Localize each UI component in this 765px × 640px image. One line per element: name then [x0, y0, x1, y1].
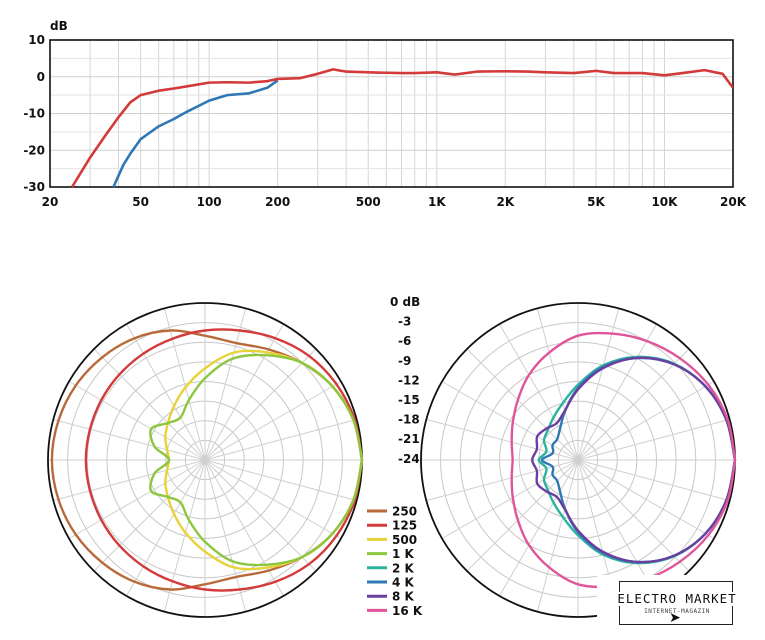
- polar-spoke: [204, 418, 357, 461]
- polar-spoke: [536, 459, 579, 612]
- polar-spoke: [466, 348, 579, 461]
- db-scale-label: 0 dB: [390, 295, 420, 309]
- polar-spoke: [577, 459, 715, 539]
- db-scale-label: -15: [398, 393, 420, 407]
- polar-spoke: [577, 459, 657, 597]
- legend-label: 125: [392, 519, 417, 533]
- x-tick-label: 1K: [428, 195, 446, 209]
- legend-label: 16 K: [392, 604, 423, 618]
- polar-spoke: [536, 308, 579, 461]
- x-tick-label: 20: [42, 195, 59, 209]
- y-tick-label: 10: [28, 33, 45, 47]
- y-tick-label: 0: [37, 70, 45, 84]
- polar-spoke: [204, 459, 247, 612]
- db-scale-label: -6: [398, 334, 411, 348]
- polar-spoke: [577, 418, 730, 461]
- polar-spoke: [577, 323, 657, 461]
- y-tick-label: -20: [23, 143, 45, 157]
- polar-spoke: [577, 459, 690, 572]
- legend-label: 500: [392, 533, 417, 547]
- polar-spoke: [53, 418, 206, 461]
- polar-spoke: [204, 459, 342, 539]
- polar-spoke: [466, 459, 579, 572]
- legend-label: 8 K: [392, 590, 415, 604]
- legend-label: 4 K: [392, 576, 415, 590]
- polar-spoke: [126, 323, 206, 461]
- polar-spoke: [204, 348, 317, 461]
- polar-chart-high: [420, 302, 737, 618]
- x-tick-label: 500: [356, 195, 381, 209]
- db-scale-label: -24: [398, 452, 420, 466]
- logo-tagline: INTERNET-MAGAZIN: [644, 608, 710, 615]
- x-tick-label: 50: [132, 195, 149, 209]
- polar-spoke: [204, 381, 342, 461]
- x-tick-label: 20K: [720, 195, 747, 209]
- db-scale-label: -18: [398, 413, 420, 427]
- polar-spoke: [499, 459, 579, 597]
- polar-series-1k: [149, 353, 364, 567]
- logo-name: ELECTRO MARKET: [607, 592, 747, 606]
- polar-series-125: [84, 328, 364, 592]
- polar-spoke: [577, 348, 690, 461]
- x-tick-label: 200: [265, 195, 290, 209]
- polar-spoke: [163, 308, 206, 461]
- polar-spoke: [163, 459, 206, 612]
- legend-label: 250: [392, 505, 417, 519]
- x-tick-label: 5K: [587, 195, 605, 209]
- db-scale-label: -12: [398, 373, 420, 387]
- series-line-red: [70, 68, 733, 188]
- polar-spoke: [499, 323, 579, 461]
- polar-spoke: [577, 459, 730, 502]
- polar-spoke: [204, 459, 357, 502]
- db-scale-label: -21: [398, 432, 420, 446]
- polar-spoke: [68, 459, 206, 539]
- legend-label: 1 K: [392, 547, 415, 561]
- legend-label: 2 K: [392, 561, 415, 575]
- x-tick-label: 2K: [497, 195, 515, 209]
- db-scale-label: -3: [398, 315, 411, 329]
- polar-series-250: [50, 329, 364, 591]
- polar-spoke: [68, 381, 206, 461]
- polar-spoke: [204, 308, 247, 461]
- watermark-logo: ELECTRO MARKET INTERNET-MAGAZIN ➤: [597, 575, 747, 631]
- polar-spoke: [204, 459, 284, 597]
- y-tick-label: -10: [23, 107, 45, 121]
- x-tick-label: 10K: [651, 195, 678, 209]
- polar-spoke: [577, 381, 715, 461]
- plot-frame: [49, 39, 734, 188]
- series-line-blue: [112, 79, 279, 188]
- polar-spoke: [204, 323, 284, 461]
- cursor-icon: ➤: [669, 609, 681, 625]
- polar-series-8k: [531, 356, 737, 564]
- polar-spoke: [93, 348, 206, 461]
- polar-spoke: [441, 459, 579, 539]
- polar-spoke: [204, 459, 317, 572]
- polar-spoke: [53, 459, 206, 502]
- polar-spoke: [93, 459, 206, 572]
- db-scale-label: -9: [398, 354, 411, 368]
- polar-spoke: [441, 381, 579, 461]
- polar-spoke: [126, 459, 206, 597]
- y-axis-label: dB: [50, 19, 68, 33]
- polar-chart-low-mid: 0 dB -3 -6 -9 -12 -15 -18 -21 -24: [47, 295, 420, 618]
- y-tick-label: -30: [23, 180, 45, 194]
- x-tick-label: 100: [197, 195, 222, 209]
